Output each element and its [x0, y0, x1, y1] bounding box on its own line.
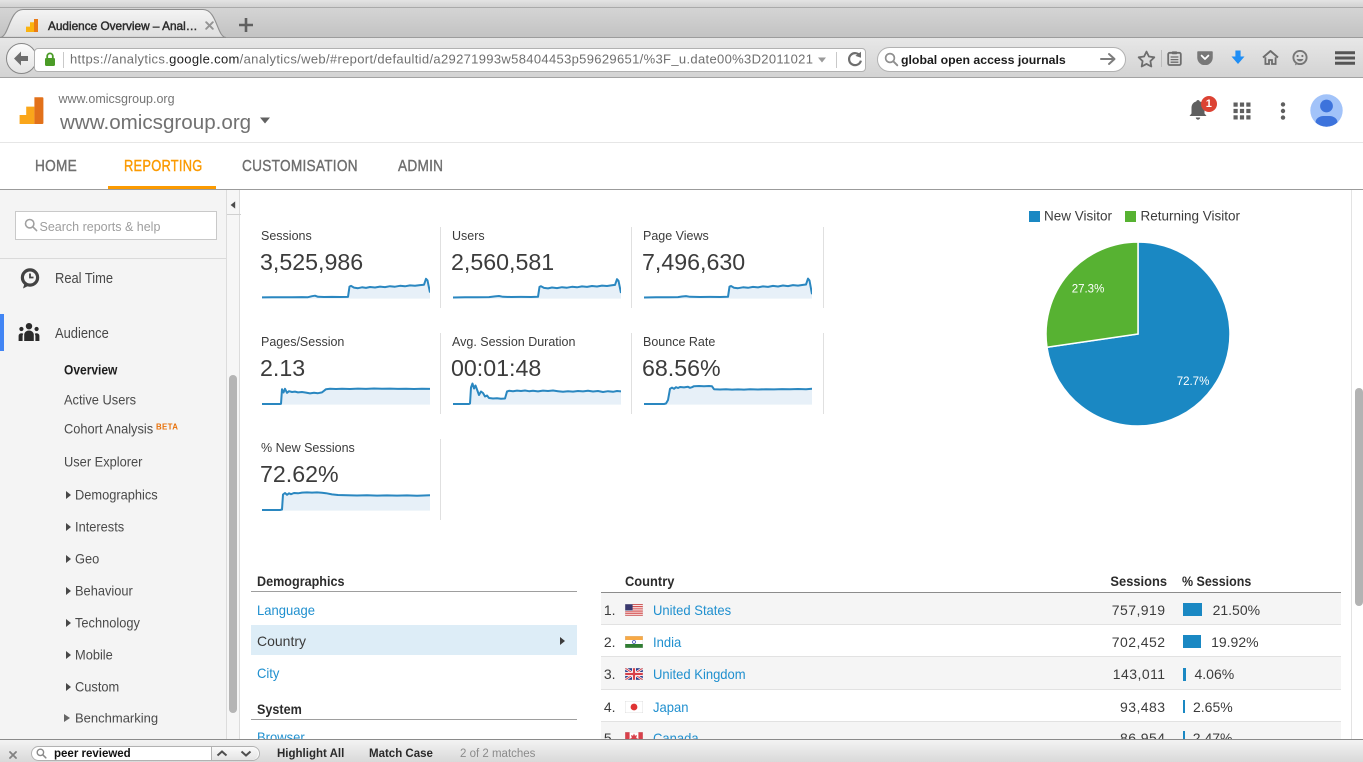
svg-text:27.3%: 27.3% — [1072, 284, 1105, 296]
svg-text:72.7%: 72.7% — [1177, 376, 1210, 388]
